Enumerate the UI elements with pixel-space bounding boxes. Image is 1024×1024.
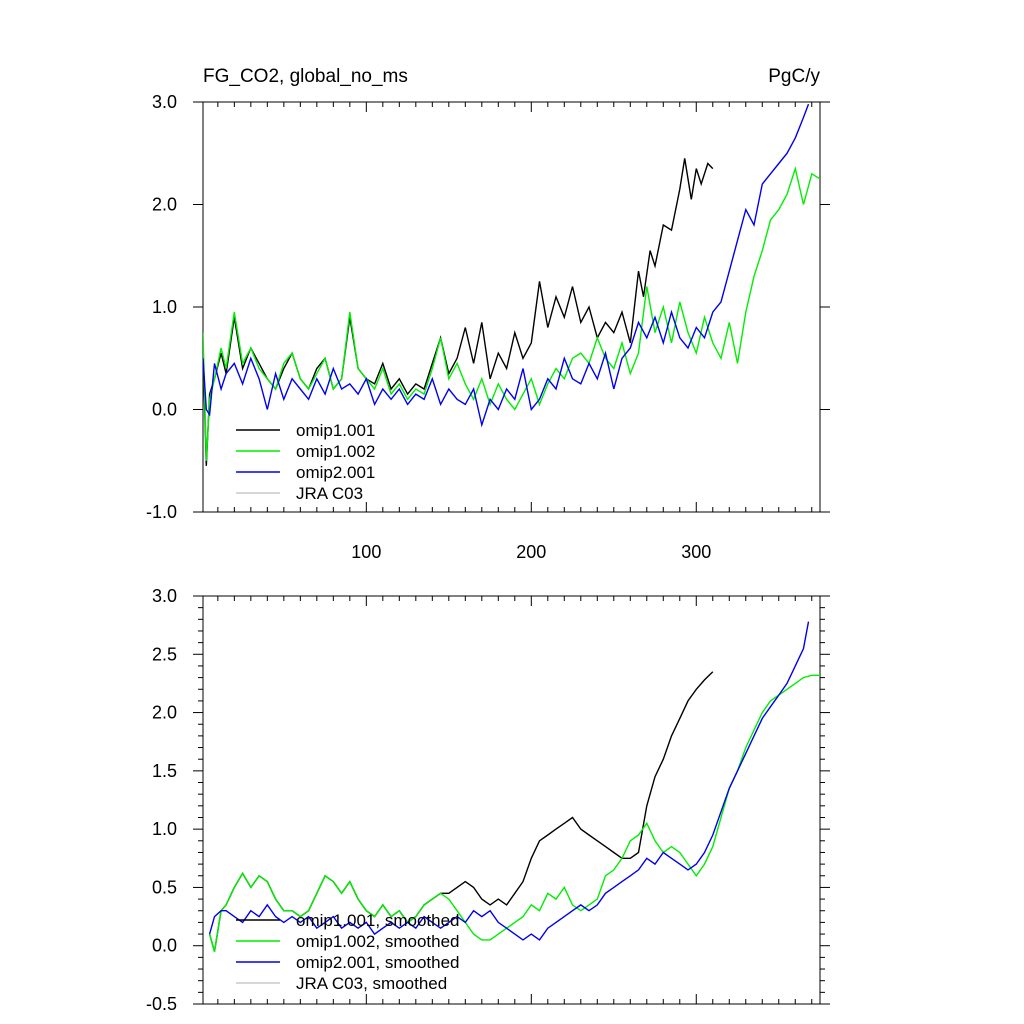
- panel-title: FG_CO2, global_no_ms: [203, 66, 408, 87]
- plot-frame: [202, 595, 821, 1005]
- y-tick-label: 2.0: [152, 195, 177, 215]
- x-tick-label: 100: [351, 542, 381, 562]
- x-tick-label: 200: [516, 542, 546, 562]
- y-tick-label: 1.0: [152, 819, 177, 839]
- y-tick-label: 0.0: [152, 936, 177, 956]
- bottom-panel: -0.5 0.0 0.5 1.0 1.5 2.0 2.5 3.0 omip1.001, smoo…: [146, 586, 830, 1014]
- legend-label: omip1.002: [296, 442, 375, 461]
- x-tick-label: 300: [681, 542, 711, 562]
- y-tick-label: 2.5: [152, 644, 177, 664]
- legend-label: omip2.001: [296, 463, 375, 482]
- y-tick-label: 2.0: [152, 703, 177, 723]
- y-tick-label: -0.5: [146, 994, 177, 1014]
- y-tick-label: 1.5: [152, 761, 177, 781]
- series-line-2: [208, 674, 820, 952]
- legend-label: omip1.001: [296, 421, 375, 440]
- y-tick-label: -1.0: [146, 502, 177, 522]
- legend-label: omip1.002, smoothed: [296, 932, 460, 951]
- legend-label: JRA C03: [296, 484, 363, 503]
- y-tick-label: 0.5: [152, 877, 177, 897]
- units-label: PgC/y: [768, 66, 820, 87]
- y-tick-label: 0.0: [152, 400, 177, 420]
- legend-label: omip1.001, smoothed: [296, 911, 460, 930]
- series-line-1: [203, 158, 714, 466]
- y-tick-label: 3.0: [152, 92, 177, 112]
- series-line-3: [208, 621, 810, 941]
- series-line-2: [203, 165, 820, 461]
- y-tick-label: 3.0: [152, 586, 177, 606]
- series-line-1: [208, 671, 714, 952]
- legend-label: JRA C03, smoothed: [296, 974, 447, 993]
- y-tick-label: 1.0: [152, 297, 177, 317]
- legend-label: omip2.001, smoothed: [296, 953, 460, 972]
- top-panel: FG_CO2, global_no_ms PgC/y 100 200 300 -1.0…: [146, 66, 830, 562]
- series-line-3: [203, 103, 810, 428]
